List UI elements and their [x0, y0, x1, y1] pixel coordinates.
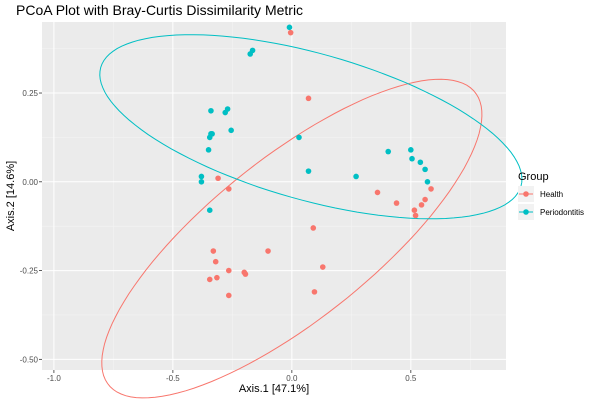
- legend-items: Health Periodontitis: [518, 186, 584, 220]
- confidence-ellipses: [99, 34, 523, 399]
- point-health: [287, 29, 294, 36]
- data-points: [198, 24, 434, 299]
- point-health: [206, 276, 213, 283]
- point-health: [412, 212, 419, 219]
- y-tick-label: 0.00: [22, 178, 38, 187]
- point-health: [319, 264, 326, 270]
- y-tick-label: 0.25: [22, 89, 38, 98]
- point-periodontitis: [208, 107, 214, 114]
- x-tick-label: 0.0: [286, 374, 298, 383]
- point-health: [242, 271, 249, 277]
- point-periodontitis: [206, 207, 213, 214]
- point-health: [418, 202, 425, 208]
- point-periodontitis: [385, 148, 392, 155]
- point-health: [225, 267, 232, 274]
- y-tick-label: -0.25: [20, 267, 39, 276]
- point-periodontitis: [286, 24, 293, 31]
- x-axis-ticks: -1.0 -0.5 0.0 0.5: [47, 370, 417, 383]
- ellipse-health: [101, 78, 483, 399]
- ellipse-periodontitis: [99, 34, 523, 220]
- chart-title: PCoA Plot with Bray-Curtis Dissimilarity…: [16, 2, 303, 18]
- legend: Group Health Periodontitis: [518, 171, 584, 220]
- point-periodontitis: [424, 178, 431, 185]
- y-axis-title: Axis.2 [14.6%]: [5, 161, 17, 231]
- point-health: [212, 258, 219, 265]
- point-periodontitis: [198, 178, 205, 185]
- legend-key-point: [523, 209, 529, 215]
- point-health: [225, 186, 232, 192]
- point-periodontitis: [224, 106, 231, 112]
- legend-label-health: Health: [540, 190, 563, 199]
- point-health: [422, 196, 428, 203]
- x-tick-label: -0.5: [166, 374, 180, 383]
- legend-key-point: [523, 191, 529, 197]
- point-health: [374, 189, 381, 196]
- point-periodontitis: [205, 147, 212, 153]
- point-health: [305, 95, 312, 102]
- point-health: [428, 186, 434, 192]
- x-axis-title: Axis.1 [47.1%]: [239, 383, 309, 395]
- point-periodontitis: [198, 173, 205, 180]
- point-health: [310, 225, 317, 231]
- point-health: [411, 207, 418, 214]
- x-tick-label: -1.0: [47, 374, 61, 383]
- point-health: [265, 248, 271, 254]
- point-health: [210, 248, 217, 254]
- y-tick-label: -0.50: [20, 355, 39, 364]
- point-periodontitis: [209, 131, 215, 137]
- point-periodontitis: [422, 166, 428, 173]
- grid-minor: [42, 22, 506, 370]
- point-periodontitis: [228, 127, 234, 134]
- x-tick-label: 0.5: [405, 374, 417, 383]
- point-health: [225, 292, 232, 299]
- point-health: [311, 289, 318, 295]
- point-periodontitis: [409, 155, 415, 162]
- point-periodontitis: [353, 173, 359, 180]
- point-periodontitis: [305, 168, 312, 174]
- legend-title: Group: [518, 171, 549, 183]
- plot-panel: [42, 22, 506, 370]
- y-axis-ticks: -0.50 -0.25 0.00 0.25: [20, 89, 42, 364]
- point-health: [215, 175, 221, 182]
- point-health: [393, 200, 400, 206]
- point-periodontitis: [296, 134, 302, 141]
- point-periodontitis: [417, 159, 424, 166]
- point-periodontitis: [408, 147, 414, 153]
- point-health: [214, 274, 220, 281]
- point-periodontitis: [247, 51, 254, 57]
- legend-label-periodontitis: Periodontitis: [540, 208, 584, 217]
